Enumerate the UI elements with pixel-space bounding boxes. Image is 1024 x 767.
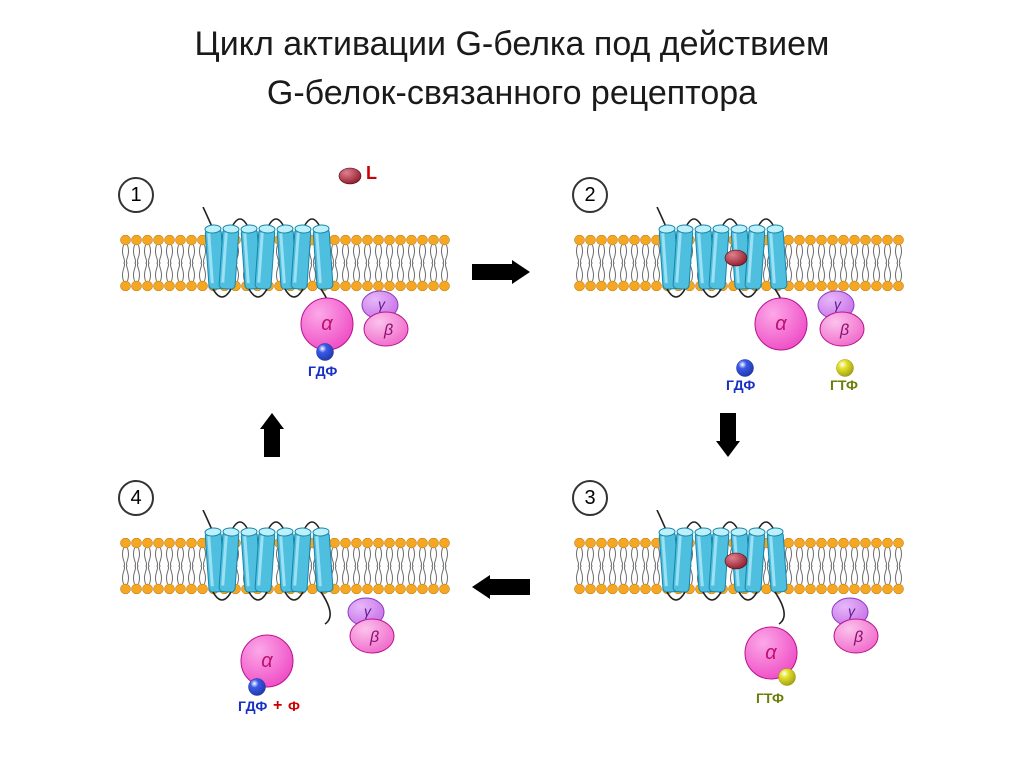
svg-text:β: β [839, 322, 849, 339]
gdp-label-1: ГДФ [308, 363, 337, 379]
step-badge-3: 3 [572, 480, 608, 516]
gtp-3 [778, 668, 796, 686]
betagamma-3: γ β [826, 596, 886, 656]
svg-text:β: β [369, 629, 379, 646]
betagamma-1: γ β [356, 289, 416, 349]
title-line-1: Цикл активации G-белка под действием [195, 25, 830, 63]
diagram-title: Цикл активации G-белка под действием G-б… [0, 0, 1024, 119]
svg-text:β: β [383, 322, 393, 339]
panel-step-1: 1 α γ β ГДФ [120, 187, 450, 422]
svg-text:γ: γ [364, 603, 372, 619]
ligand-label: L [366, 163, 377, 184]
gdp-label-2: ГДФ [726, 377, 755, 393]
svg-text:β: β [853, 629, 863, 646]
panel-step-2: 2 α γ β ГДФ ГТФ [574, 187, 904, 422]
ligand-bound-3 [724, 552, 748, 570]
receptor-4 [195, 510, 345, 625]
step-badge-4: 4 [118, 480, 154, 516]
gtp-2 [836, 359, 854, 377]
title-line-2: G-белок-связанного рецептора [267, 74, 757, 112]
panel-step-3: 3 α ГТФ γ β [574, 490, 904, 725]
gdp-label-4: ГДФ [238, 698, 267, 714]
plus-4: + [273, 697, 282, 715]
cycle-diagram: L 1 α γ β ГДФ 2 α [120, 155, 904, 725]
svg-text:γ: γ [848, 603, 856, 619]
ligand-bound-2 [724, 249, 748, 267]
alpha-subunit-2: α [754, 297, 808, 351]
panel-step-4: 4 α ГДФ + Ф γ β [120, 490, 450, 725]
arrow-3-to-4 [472, 575, 530, 599]
svg-text:γ: γ [378, 296, 386, 312]
gdp-2 [736, 359, 754, 377]
svg-text:γ: γ [834, 296, 842, 312]
step-badge-2: 2 [572, 177, 608, 213]
gtp-label-3: ГТФ [756, 690, 784, 706]
betagamma-4: γ β [342, 596, 402, 656]
step-badge-1: 1 [118, 177, 154, 213]
gtp-label-2: ГТФ [830, 377, 858, 393]
gdp-1 [316, 343, 334, 361]
betagamma-2: γ β [812, 289, 872, 349]
phosphate-label-4: Ф [288, 698, 300, 714]
arrow-1-to-2 [472, 260, 530, 284]
ligand-free [338, 167, 362, 185]
gdp-4 [248, 678, 266, 696]
